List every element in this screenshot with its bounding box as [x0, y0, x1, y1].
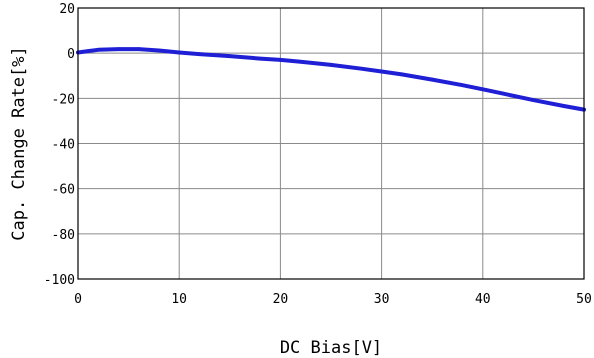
data-point	[359, 66, 364, 71]
data-point	[501, 91, 505, 96]
y-tick-label: -40	[52, 138, 75, 153]
x-tick-label: 10	[171, 292, 187, 307]
data-point	[197, 52, 202, 56]
y-tick-label: -20	[52, 92, 75, 107]
x-tick-label: 20	[273, 292, 289, 307]
data-point	[278, 58, 283, 62]
y-tick-labels: 20 0 -20 -40 -60 -80 -100	[44, 2, 75, 288]
data-point	[561, 104, 566, 108]
y-tick-label: 20	[59, 2, 75, 17]
data-point	[228, 54, 232, 58]
data-point	[136, 47, 141, 51]
x-tick-labels: 0 10 20 30 40 50	[74, 292, 592, 307]
y-tick-label: -80	[52, 228, 75, 243]
x-axis-label: DC Bias[V]	[280, 338, 382, 358]
data-point	[460, 83, 465, 88]
plot-frame	[77, 7, 585, 280]
data-point	[481, 87, 485, 92]
x-tick-label: 50	[576, 292, 592, 307]
data-point	[430, 77, 435, 82]
data-point	[86, 49, 90, 53]
y-tick-label: 0	[67, 47, 75, 62]
data-point	[116, 47, 121, 51]
data-point	[298, 59, 303, 64]
data-point	[531, 98, 536, 102]
data-point	[400, 72, 404, 77]
data-point	[157, 48, 161, 53]
data-point	[379, 69, 384, 74]
data-point	[96, 47, 101, 52]
y-axis-label: Cap. Change Rate[%]	[9, 46, 29, 240]
series-layer	[76, 47, 586, 112]
y-tick-label: -60	[52, 183, 75, 198]
grid-lines	[78, 8, 584, 279]
x-tick-label: 30	[374, 292, 390, 307]
data-point	[329, 63, 333, 67]
data-point	[258, 56, 262, 61]
x-tick-label: 0	[74, 292, 82, 307]
y-tick-label: -100	[44, 273, 75, 288]
data-point	[177, 50, 181, 55]
x-tick-label: 40	[475, 292, 491, 307]
